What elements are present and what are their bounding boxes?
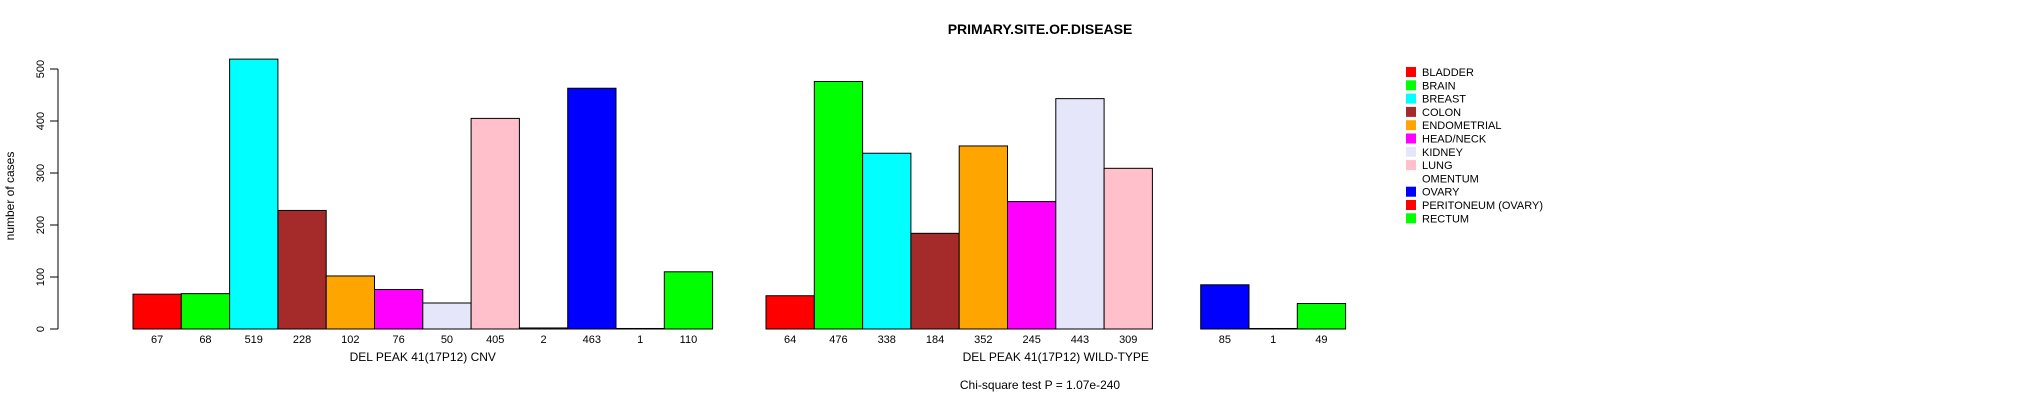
legend-swatch xyxy=(1406,133,1416,144)
chi-square-footer: Chi-square test P = 1.07e-240 xyxy=(960,378,1121,392)
bar-value-label: 68 xyxy=(199,334,211,346)
legend-swatch xyxy=(1406,93,1416,104)
legend-swatch xyxy=(1406,80,1416,91)
bar-value-label: 76 xyxy=(393,334,405,346)
y-axis-label: number of cases xyxy=(3,152,17,241)
bar xyxy=(663,271,714,330)
bar xyxy=(567,87,617,330)
legend-item-label: PERITONEUM (OVARY) xyxy=(1422,200,1543,212)
y-tick-label: 500 xyxy=(35,60,47,78)
legend-item-label: HEAD/NECK xyxy=(1422,134,1487,146)
legend-swatch xyxy=(1406,106,1416,117)
bar-value-label: 1 xyxy=(637,334,643,346)
bar-value-label: 463 xyxy=(583,334,601,346)
bar-value-label: 110 xyxy=(680,334,698,346)
legend-item-label: RECTUM xyxy=(1422,213,1469,225)
bar-value-label: 184 xyxy=(926,334,944,346)
bar-value-label: 50 xyxy=(441,334,453,346)
bar-value-label: 309 xyxy=(1119,334,1137,346)
legend-swatch xyxy=(1406,160,1416,171)
legend-item-label: KIDNEY xyxy=(1422,147,1464,159)
bar xyxy=(910,232,960,330)
bar-value-label: 338 xyxy=(878,334,896,346)
y-tick-label: 200 xyxy=(35,216,47,234)
bar-value-label: 1 xyxy=(1270,334,1276,346)
bar xyxy=(1296,303,1347,330)
bar-value-label: 476 xyxy=(829,334,847,346)
bar xyxy=(518,327,569,330)
bar xyxy=(132,293,182,330)
y-tick-label: 300 xyxy=(35,164,47,182)
bar xyxy=(1200,284,1250,330)
bar xyxy=(615,327,665,330)
bar xyxy=(180,293,231,330)
bar-value-label: 519 xyxy=(245,334,263,346)
bar-value-label: 64 xyxy=(784,334,796,346)
bar-value-label: 405 xyxy=(486,334,504,346)
legend-swatch xyxy=(1406,186,1416,197)
legend-item-label: BLADDER xyxy=(1422,67,1474,79)
bars-layer xyxy=(132,58,1347,330)
bar xyxy=(813,80,864,330)
group-label: DEL PEAK 41(17P12) WILD-TYPE xyxy=(963,350,1149,364)
y-tick-label: 100 xyxy=(35,268,47,286)
legend-swatch xyxy=(1406,67,1416,77)
bar xyxy=(277,209,327,330)
legend-swatch xyxy=(1406,146,1416,157)
bar-value-label: 102 xyxy=(341,334,359,346)
bar xyxy=(1248,327,1298,330)
legend-item-label: OVARY xyxy=(1422,187,1460,199)
legend-swatch xyxy=(1406,120,1416,131)
legend-item-label: LUNG xyxy=(1422,160,1453,172)
bar-value-label: 228 xyxy=(293,334,311,346)
bar xyxy=(325,275,376,330)
y-tick-label: 0 xyxy=(35,326,47,332)
legend-swatch xyxy=(1406,200,1416,210)
bar-value-label: 2 xyxy=(540,334,546,346)
y-axis: 0 100 200 300 400 500 xyxy=(35,60,59,332)
y-tick-label: 400 xyxy=(35,112,47,130)
bar xyxy=(470,117,520,330)
bar xyxy=(229,58,279,330)
bar-value-label: 67 xyxy=(151,334,163,346)
legend-item-label: BREAST xyxy=(1422,94,1466,106)
group-labels-layer: DEL PEAK 41(17P12) CNV DEL PEAK 41(17P12)… xyxy=(350,350,1149,364)
legend-item-label: COLON xyxy=(1422,107,1461,119)
legend-swatch xyxy=(1406,213,1416,224)
bar-value-label: 245 xyxy=(1022,334,1040,346)
legend-item-label: OMENTUM xyxy=(1422,173,1479,185)
bar xyxy=(862,152,912,330)
bar xyxy=(374,288,424,330)
bar xyxy=(1007,201,1057,330)
value-labels-layer: 67 68 519 228 102 76 50 405 2 463 1 110 64 476 338 184 3… xyxy=(151,334,1328,346)
bar xyxy=(765,295,815,330)
bar xyxy=(1103,167,1153,330)
bar xyxy=(1055,98,1105,330)
bar xyxy=(422,302,472,330)
bar-value-label: 443 xyxy=(1071,334,1089,346)
bar-value-label: 49 xyxy=(1315,334,1327,346)
legend-item-label: ENDOMETRIAL xyxy=(1422,120,1501,132)
legend-item-label: BRAIN xyxy=(1422,80,1456,92)
bar-value-label: 352 xyxy=(974,334,992,346)
bar-value-label: 85 xyxy=(1219,334,1231,346)
group-label: DEL PEAK 41(17P12) CNV xyxy=(350,350,496,364)
chart-title: PRIMARY.SITE.OF.DISEASE xyxy=(948,21,1133,37)
bar xyxy=(958,145,1009,330)
